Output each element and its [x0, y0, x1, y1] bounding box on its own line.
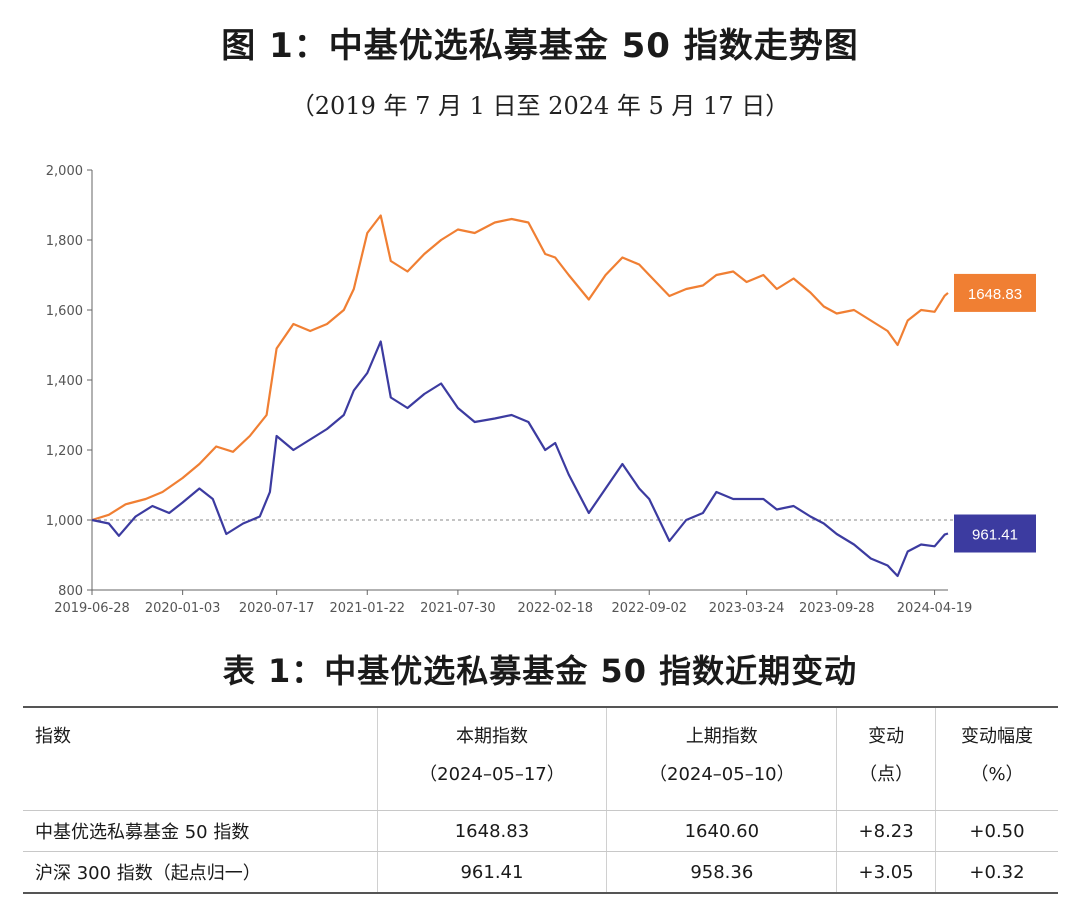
y-tick-label: 1,600: [46, 304, 83, 319]
header-change-line1: 变动: [868, 726, 905, 747]
header-change-pct: 变动幅度 （%）: [935, 707, 1058, 811]
y-tick-label: 2,000: [46, 164, 83, 179]
x-tick-label: 2024-04-19: [897, 601, 973, 616]
y-tick-label: 1,400: [46, 374, 83, 389]
end-label-box-2: [954, 514, 1036, 553]
header-previous-line2: （2024–05–10）: [649, 764, 795, 785]
cell-current: 1648.83: [376, 810, 607, 852]
index-change-table: 指数 本期指数 （2024–05–17） 上期指数 （2024–05–10） 变…: [23, 706, 1058, 894]
cell-change: +8.23: [836, 810, 936, 852]
end-value-label-1: 1648.83: [968, 286, 1022, 303]
series-line-2: [91, 340, 949, 578]
header-change-pct-line1: 变动幅度: [961, 726, 1034, 747]
table-header-row: 指数 本期指数 （2024–05–17） 上期指数 （2024–05–10） 变…: [23, 707, 1058, 811]
header-index: 指数: [23, 707, 378, 811]
table-row: 中基优选私募基金 50 指数 1648.83 1640.60 +8.23 +0.…: [23, 810, 1058, 852]
header-previous-line1: 上期指数: [685, 726, 758, 747]
header-current-line1: 本期指数: [455, 726, 528, 747]
cell-change: +3.05: [836, 851, 936, 894]
x-tick-label: 2021-07-30: [420, 601, 496, 616]
x-tick-label: 2023-09-28: [799, 601, 875, 616]
x-tick-label: 2023-03-24: [709, 601, 785, 616]
header-index-line1: 指数: [35, 726, 71, 747]
header-previous: 上期指数 （2024–05–10）: [606, 707, 837, 811]
header-current-line2: （2024–05–17）: [419, 764, 565, 785]
y-tick-label: 800: [58, 584, 83, 599]
cell-previous: 958.36: [606, 851, 837, 894]
cell-current: 961.41: [376, 851, 607, 894]
header-change-line2: （点）: [859, 764, 914, 785]
x-tick-label: 2022-02-18: [517, 601, 593, 616]
y-tick-label: 1,800: [46, 234, 83, 249]
x-tick-label: 2020-01-03: [145, 601, 221, 616]
y-tick-label: 1,200: [46, 444, 83, 459]
x-tick-label: 2022-09-02: [611, 601, 687, 616]
cell-change-pct: +0.32: [935, 851, 1058, 894]
figure-subtitle: （2019 年 7 月 1 日至 2024 年 5 月 17 日）: [290, 92, 790, 120]
header-change: 变动 （点）: [836, 707, 936, 811]
x-tick-label: 2020-07-17: [239, 601, 315, 616]
header-change-pct-line2: （%）: [970, 764, 1024, 785]
line-chart: 800 1,000 1,200 1,400 1,600 1,800 2,000 2019-06…: [46, 164, 1036, 616]
end-value-label-2: 961.41: [972, 527, 1018, 544]
cell-index-name: 沪深 300 指数（起点归一）: [23, 851, 378, 894]
x-tick-label: 2021-01-22: [329, 601, 405, 616]
cell-index-name: 中基优选私募基金 50 指数: [23, 810, 378, 852]
end-label-box-1: [954, 273, 1036, 312]
table-title: 表 1：中基优选私募基金 50 指数近期变动: [222, 652, 858, 690]
y-tick-label: 1,000: [46, 514, 83, 529]
table-row: 沪深 300 指数（起点归一） 961.41 958.36 +3.05 +0.3…: [23, 851, 1058, 894]
cell-change-pct: +0.50: [935, 810, 1058, 852]
figure-title: 图 1：中基优选私募基金 50 指数走势图: [221, 26, 859, 66]
header-current: 本期指数 （2024–05–17）: [376, 707, 607, 811]
series-line-1: [91, 214, 949, 522]
cell-previous: 1640.60: [606, 810, 837, 852]
x-tick-label: 2019-06-28: [54, 601, 130, 616]
